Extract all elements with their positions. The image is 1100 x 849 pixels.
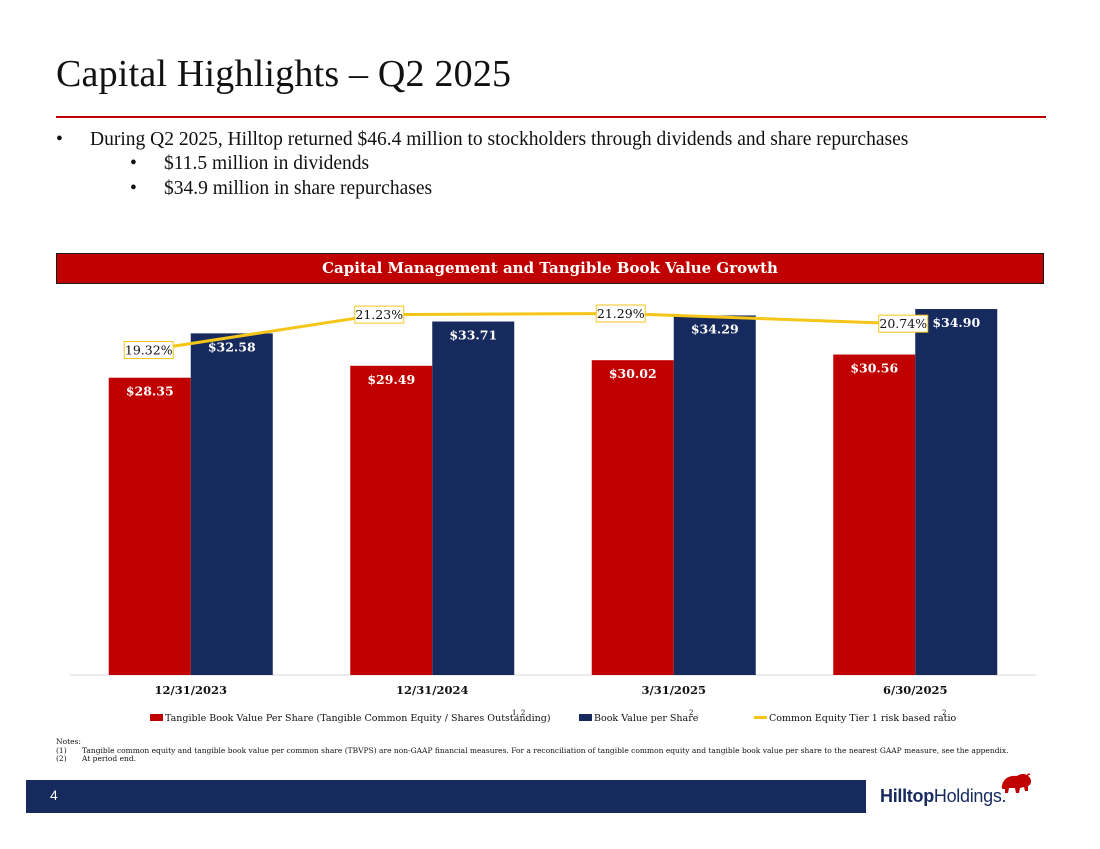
note-number: (1): [56, 745, 67, 755]
bullet-dot: •: [130, 153, 137, 174]
legend-swatch: [150, 714, 163, 721]
note-text: Tangible common equity and tangible book…: [82, 745, 1009, 755]
legend-entry: Tangible Book Value Per Share (Tangible …: [165, 713, 551, 724]
label-tangible-book-value: $30.56: [850, 361, 898, 376]
label-box-cet1: [595, 304, 646, 323]
logo-text-regular: Holdings.: [933, 786, 1007, 806]
chart-title-banner: Capital Management and Tangible Book Val…: [56, 253, 1044, 284]
bar-tangible-book-value: [350, 365, 433, 675]
label-cet1-ratio: 21.29%: [597, 306, 645, 321]
footer-bar: [26, 780, 866, 813]
legend-swatch: [579, 714, 592, 721]
bullet-dot: •: [56, 129, 63, 150]
legend-entry: Common Equity Tier 1 risk based ratio: [769, 713, 956, 724]
logo-text-bold: Hilltop: [880, 786, 934, 806]
page-number: 4: [50, 787, 58, 803]
note-item: (1) Tangible common equity and tangible …: [56, 745, 1046, 756]
bullet-main: • During Q2 2025, Hilltop returned $46.4…: [56, 128, 1046, 151]
bison-logo-icon: [1001, 773, 1032, 793]
bar-book-value: [432, 321, 515, 675]
bar-book-value: [673, 315, 756, 675]
bar-tangible-book-value: [108, 377, 191, 675]
bar-book-value: [190, 333, 273, 675]
note-number: (2): [56, 754, 67, 763]
x-tick-label: 12/31/2023: [155, 683, 227, 697]
bullet-sub: • $34.9 million in share repurchases: [56, 176, 1046, 201]
bullet-sub-text: $11.5 million in dividends: [164, 153, 370, 174]
legend-entry: Book Value per Share: [594, 713, 699, 724]
label-box-cet1: [354, 305, 405, 324]
bar-book-value: [915, 309, 998, 675]
x-tick-label: 3/31/2025: [642, 683, 706, 697]
label-cet1-ratio: 20.74%: [879, 316, 927, 331]
label-book-value: $32.58: [208, 339, 256, 354]
legend-superscript: 2: [689, 709, 693, 717]
x-tick-label: 6/30/2025: [883, 683, 947, 697]
bullet-sub-text: $34.9 million in share repurchases: [164, 178, 433, 199]
bullet-list: • During Q2 2025, Hilltop returned $46.4…: [56, 128, 1046, 201]
bar-tangible-book-value: [591, 360, 674, 675]
legend-superscript: 2: [942, 709, 946, 717]
label-book-value: $33.71: [449, 328, 497, 343]
bullet-dot: •: [130, 178, 137, 199]
legend-superscript: 1, 2: [512, 709, 525, 717]
note-text: At period end.: [82, 754, 137, 763]
label-cet1-ratio: 19.32%: [125, 343, 173, 358]
label-box-cet1: [878, 314, 929, 333]
notes-section: Notes: (1) Tangible common equity and ta…: [56, 737, 1046, 764]
bar-tangible-book-value: [833, 354, 916, 675]
bullet-sub: • $11.5 million in dividends: [56, 151, 1046, 176]
label-tangible-book-value: $28.35: [126, 384, 174, 399]
x-tick-label: 12/31/2024: [396, 683, 468, 697]
label-tangible-book-value: $30.02: [609, 366, 657, 381]
slide-title: Capital Highlights – Q2 2025: [56, 53, 512, 95]
note-item: (2) At period end.: [56, 754, 1046, 764]
label-tangible-book-value: $29.49: [367, 372, 415, 387]
label-cet1-ratio: 21.23%: [355, 307, 403, 322]
notes-heading: Notes:: [56, 737, 81, 746]
bullet-main-text: During Q2 2025, Hilltop returned $46.4 m…: [90, 129, 909, 150]
line-cet1-ratio: [148, 312, 904, 352]
label-book-value: $34.90: [932, 315, 980, 330]
title-divider: [56, 116, 1046, 118]
label-book-value: $34.29: [691, 321, 739, 336]
label-box-cet1: [123, 341, 174, 359]
hilltop-logo: HilltopHoldings.: [880, 786, 1007, 807]
